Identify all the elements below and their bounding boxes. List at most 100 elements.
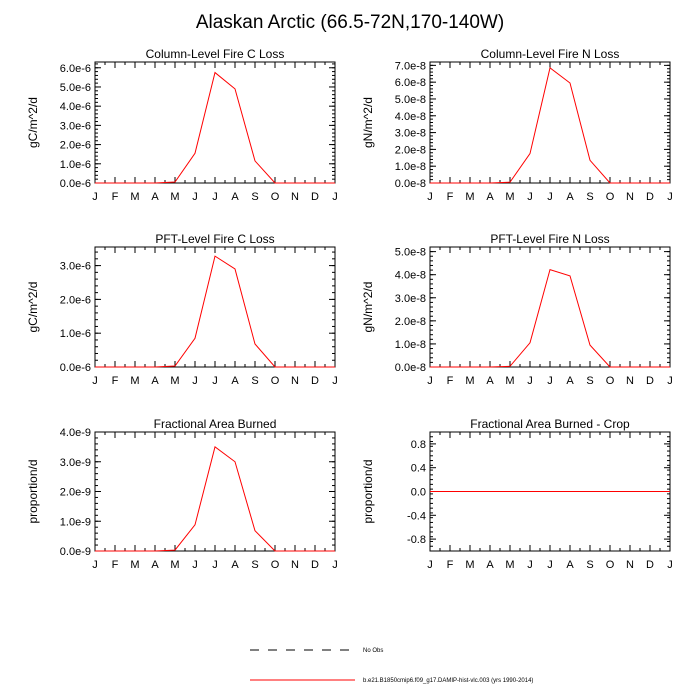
y-tick-label: 7.0e-8 xyxy=(395,60,426,72)
y-tick-label: 1.0e-6 xyxy=(60,328,91,340)
x-tick-label: M xyxy=(130,375,139,387)
y-axis-label: gC/m^2/d xyxy=(26,282,40,333)
x-tick-label: M xyxy=(465,375,474,387)
plot-frame xyxy=(429,246,671,368)
x-tick-label: A xyxy=(566,191,574,203)
series-line-1 xyxy=(95,255,335,368)
x-tick-label: J xyxy=(92,559,98,571)
plot-frame xyxy=(94,61,336,184)
panel-title: Column-Level Fire C Loss xyxy=(146,47,285,61)
x-tick-label: S xyxy=(586,191,593,203)
x-tick-label: S xyxy=(251,559,258,571)
x-tick-label: A xyxy=(231,559,239,571)
x-tick-label: J xyxy=(332,191,338,203)
x-tick-label: O xyxy=(271,191,280,203)
x-tick-label: D xyxy=(646,375,654,387)
x-tick-label: J xyxy=(667,559,673,571)
x-tick-label: A xyxy=(151,375,159,387)
y-tick-label: 4.0e-9 xyxy=(60,427,91,439)
x-tick-label: S xyxy=(586,375,593,387)
x-tick-label: S xyxy=(251,375,258,387)
y-axis-label: proportion/d xyxy=(361,459,375,523)
y-tick-label: 1.0e-8 xyxy=(395,161,426,173)
x-tick-label: D xyxy=(311,559,319,571)
x-tick-label: M xyxy=(465,559,474,571)
y-tick-label: 6.0e-8 xyxy=(395,77,426,89)
y-tick-label: 5.0e-8 xyxy=(395,94,426,106)
x-tick-label: J xyxy=(667,375,673,387)
x-tick-label: J xyxy=(427,559,433,571)
y-tick-label: 3.0e-8 xyxy=(395,293,426,305)
x-tick-label: J xyxy=(212,191,218,203)
x-tick-label: A xyxy=(486,375,494,387)
y-axis-label: proportion/d xyxy=(26,459,40,523)
x-tick-label: A xyxy=(486,559,494,571)
x-tick-label: A xyxy=(566,559,574,571)
y-tick-label: 4.0e-8 xyxy=(395,111,426,123)
y-tick-label: 5.0e-8 xyxy=(395,247,426,259)
x-tick-label: N xyxy=(291,191,299,203)
x-tick-label: F xyxy=(447,191,454,203)
x-tick-label: M xyxy=(130,191,139,203)
x-tick-label: J xyxy=(527,559,533,571)
x-tick-label: A xyxy=(151,191,159,203)
x-tick-label: O xyxy=(606,375,615,387)
plot-frame xyxy=(94,246,336,368)
x-tick-label: M xyxy=(505,559,514,571)
x-tick-label: J xyxy=(667,191,673,203)
legend: No Obs b.e21.B1850cmip6.f09_g17.DAMIP-his… xyxy=(250,648,533,684)
y-tick-label: 0.0 xyxy=(411,487,426,499)
y-tick-label: 1.0e-6 xyxy=(60,159,91,171)
x-tick-label: M xyxy=(505,375,514,387)
y-tick-label: 3.0e-9 xyxy=(60,457,91,469)
legend-label-model-run: b.e21.B1850cmip6.f09_g17.DAMIP-hist-vlc.… xyxy=(363,678,533,684)
y-tick-label: 0.8 xyxy=(411,439,426,451)
series-line-1 xyxy=(430,67,670,184)
y-tick-label: 4.0e-6 xyxy=(60,101,91,113)
x-tick-label: D xyxy=(646,559,654,571)
x-tick-label: D xyxy=(311,191,319,203)
y-tick-label: 0.0e-6 xyxy=(60,178,91,190)
y-axis-label: gN/m^2/d xyxy=(361,97,375,148)
x-tick-label: N xyxy=(626,191,634,203)
x-tick-label: A xyxy=(231,191,239,203)
y-tick-label: 0.0e-6 xyxy=(60,362,91,374)
y-tick-label: 0.4 xyxy=(411,463,426,475)
x-tick-label: A xyxy=(486,191,494,203)
x-tick-label: J xyxy=(92,375,98,387)
plot-frame xyxy=(94,431,336,552)
x-tick-label: J xyxy=(547,559,553,571)
legend-label-no-obs: No Obs xyxy=(363,648,383,654)
x-tick-label: J xyxy=(427,191,433,203)
plot-frame xyxy=(429,61,671,184)
series-line-1 xyxy=(430,268,670,368)
x-tick-label: A xyxy=(151,559,159,571)
y-tick-label: -0.8 xyxy=(407,534,426,546)
x-tick-label: A xyxy=(231,375,239,387)
series-line-1 xyxy=(95,446,335,552)
x-tick-label: J xyxy=(547,191,553,203)
y-tick-label: 6.0e-6 xyxy=(60,63,91,75)
y-tick-label: 3.0e-6 xyxy=(60,120,91,132)
y-axis-label: gC/m^2/d xyxy=(26,97,40,148)
y-tick-label: -0.4 xyxy=(407,510,426,522)
panel-title: Fractional Area Burned - Crop xyxy=(470,417,630,431)
x-tick-label: J xyxy=(212,375,218,387)
x-tick-label: D xyxy=(311,375,319,387)
y-tick-label: 4.0e-8 xyxy=(395,270,426,282)
x-tick-label: J xyxy=(332,559,338,571)
x-tick-label: J xyxy=(427,375,433,387)
x-tick-label: N xyxy=(626,375,634,387)
x-tick-label: O xyxy=(606,191,615,203)
y-tick-label: 3.0e-8 xyxy=(395,128,426,140)
y-tick-label: 1.0e-9 xyxy=(60,516,91,528)
x-tick-label: N xyxy=(291,375,299,387)
figure-title: Alaskan Arctic (66.5-72N,170-140W) xyxy=(195,12,505,33)
x-tick-label: M xyxy=(170,375,179,387)
panel-title: PFT-Level Fire N Loss xyxy=(490,232,609,246)
